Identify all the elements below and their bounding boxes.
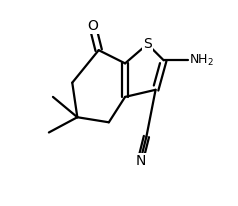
Text: N: N [135,154,145,168]
Text: S: S [143,37,152,51]
Text: NH$_2$: NH$_2$ [189,53,214,68]
Text: O: O [87,19,98,33]
